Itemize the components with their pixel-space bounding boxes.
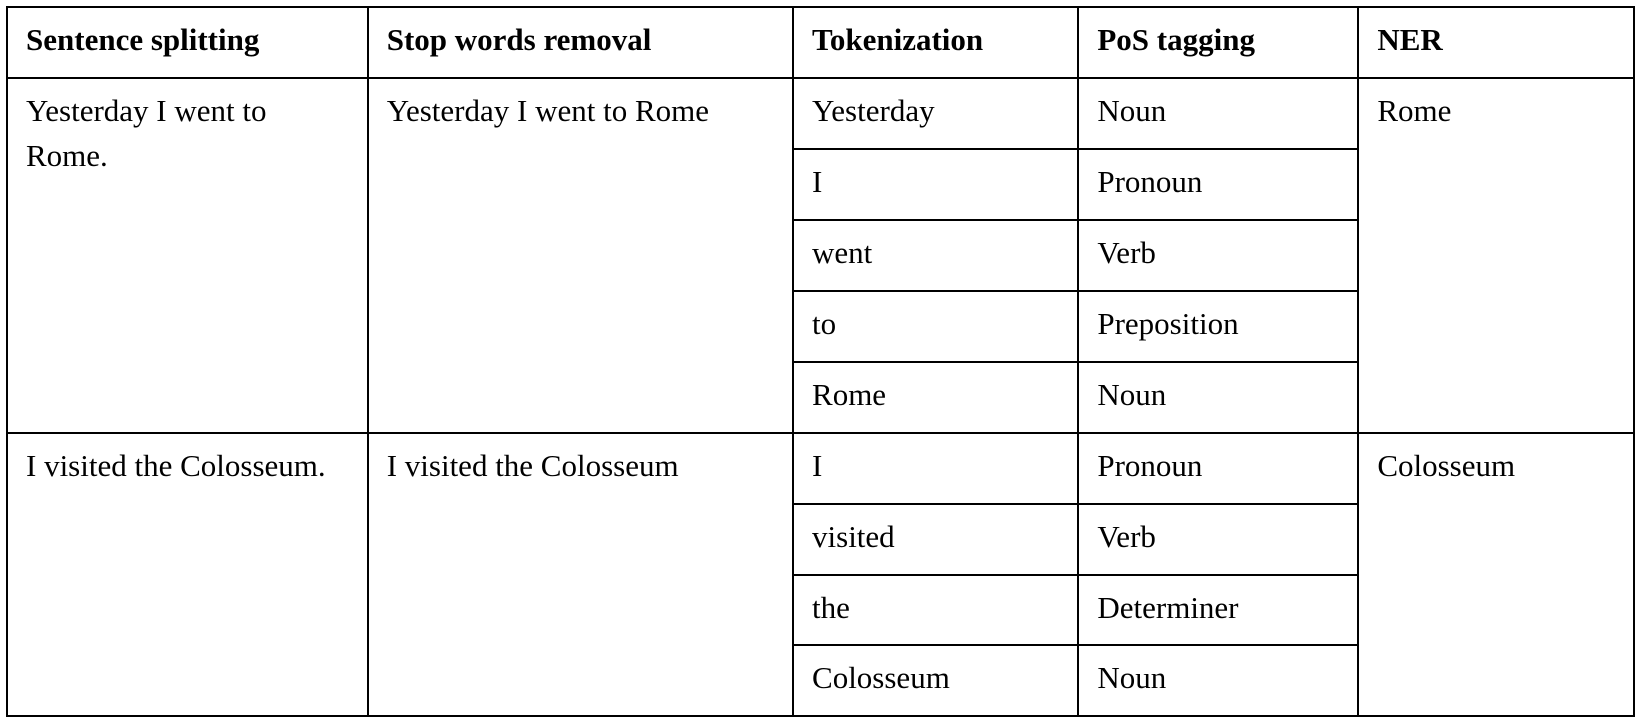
cell-token: Rome [793, 362, 1078, 433]
cell-pos: Noun [1078, 78, 1358, 149]
cell-ner: Rome [1358, 78, 1634, 433]
page: Sentence splitting Stop words removal To… [0, 0, 1641, 723]
cell-sentence: Yesterday I went to Rome. [7, 78, 368, 433]
nlp-table: Sentence splitting Stop words removal To… [6, 6, 1635, 717]
cell-ner: Colosseum [1358, 433, 1634, 717]
cell-token: went [793, 220, 1078, 291]
cell-pos: Preposition [1078, 291, 1358, 362]
col-header-sentence-splitting: Sentence splitting [7, 7, 368, 78]
cell-token: I [793, 149, 1078, 220]
cell-pos: Noun [1078, 645, 1358, 716]
cell-pos: Pronoun [1078, 433, 1358, 504]
cell-pos: Verb [1078, 220, 1358, 291]
col-header-stopwords-removal: Stop words removal [368, 7, 793, 78]
cell-pos: Pronoun [1078, 149, 1358, 220]
cell-token: the [793, 575, 1078, 646]
cell-pos: Verb [1078, 504, 1358, 575]
cell-token: to [793, 291, 1078, 362]
cell-stopwords: Yesterday I went to Rome [368, 78, 793, 433]
cell-sentence: I visited the Colosseum. [7, 433, 368, 717]
cell-pos: Noun [1078, 362, 1358, 433]
cell-stopwords: I visited the Colosseum [368, 433, 793, 717]
table-row: Yesterday I went to Rome. Yesterday I we… [7, 78, 1634, 149]
table-row: I visited the Colosseum. I visited the C… [7, 433, 1634, 504]
col-header-tokenization: Tokenization [793, 7, 1078, 78]
col-header-ner: NER [1358, 7, 1634, 78]
cell-pos: Determiner [1078, 575, 1358, 646]
table-header-row: Sentence splitting Stop words removal To… [7, 7, 1634, 78]
cell-token: visited [793, 504, 1078, 575]
cell-token: Colosseum [793, 645, 1078, 716]
col-header-pos-tagging: PoS tagging [1078, 7, 1358, 78]
cell-token: Yesterday [793, 78, 1078, 149]
cell-token: I [793, 433, 1078, 504]
